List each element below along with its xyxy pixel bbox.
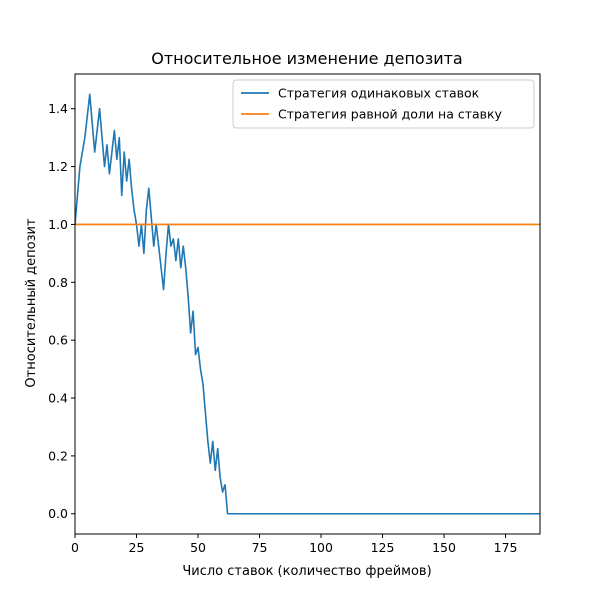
y-tick-label: 1.2 (48, 159, 68, 174)
x-tick-label: 0 (71, 540, 79, 555)
x-tick-label: 25 (129, 540, 145, 555)
x-tick-label: 75 (252, 540, 268, 555)
y-tick-label: 0.0 (48, 506, 68, 521)
plot-area: 0 25 50 75 100 125 150 175 0.0 0.2 0.4 0.6 0.8 1.0 1.2… (48, 73, 541, 555)
x-tick-label: 150 (432, 540, 456, 555)
y-tick-label: 1.4 (48, 101, 68, 116)
x-tick-label: 100 (309, 540, 333, 555)
y-tick-label: 1.0 (48, 217, 68, 232)
x-tick-label: 50 (190, 540, 206, 555)
y-tick-label: 0.6 (48, 333, 68, 348)
series-group (75, 93, 540, 515)
x-axis-label: Число ставок (количество фреймов) (182, 564, 431, 579)
axes-frame (74, 73, 541, 535)
legend-label-1: Стратегия одинаковых ставок (278, 86, 480, 101)
x-tick-label: 175 (494, 540, 518, 555)
series-line-1 (75, 93, 540, 515)
y-tick-label: 0.8 (48, 275, 68, 290)
legend: Стратегия одинаковых ставок Стратегия рав… (232, 79, 535, 129)
x-tick-label: 125 (371, 540, 395, 555)
chart-title: Относительное изменение депозита (151, 49, 462, 68)
y-tick-label: 0.4 (48, 391, 68, 406)
legend-label-2: Стратегия равной доли на ставку (278, 107, 503, 122)
legend-box (232, 79, 535, 129)
y-axis-label: Относительный депозит (24, 218, 39, 388)
y-tick-label: 0.2 (48, 448, 68, 463)
